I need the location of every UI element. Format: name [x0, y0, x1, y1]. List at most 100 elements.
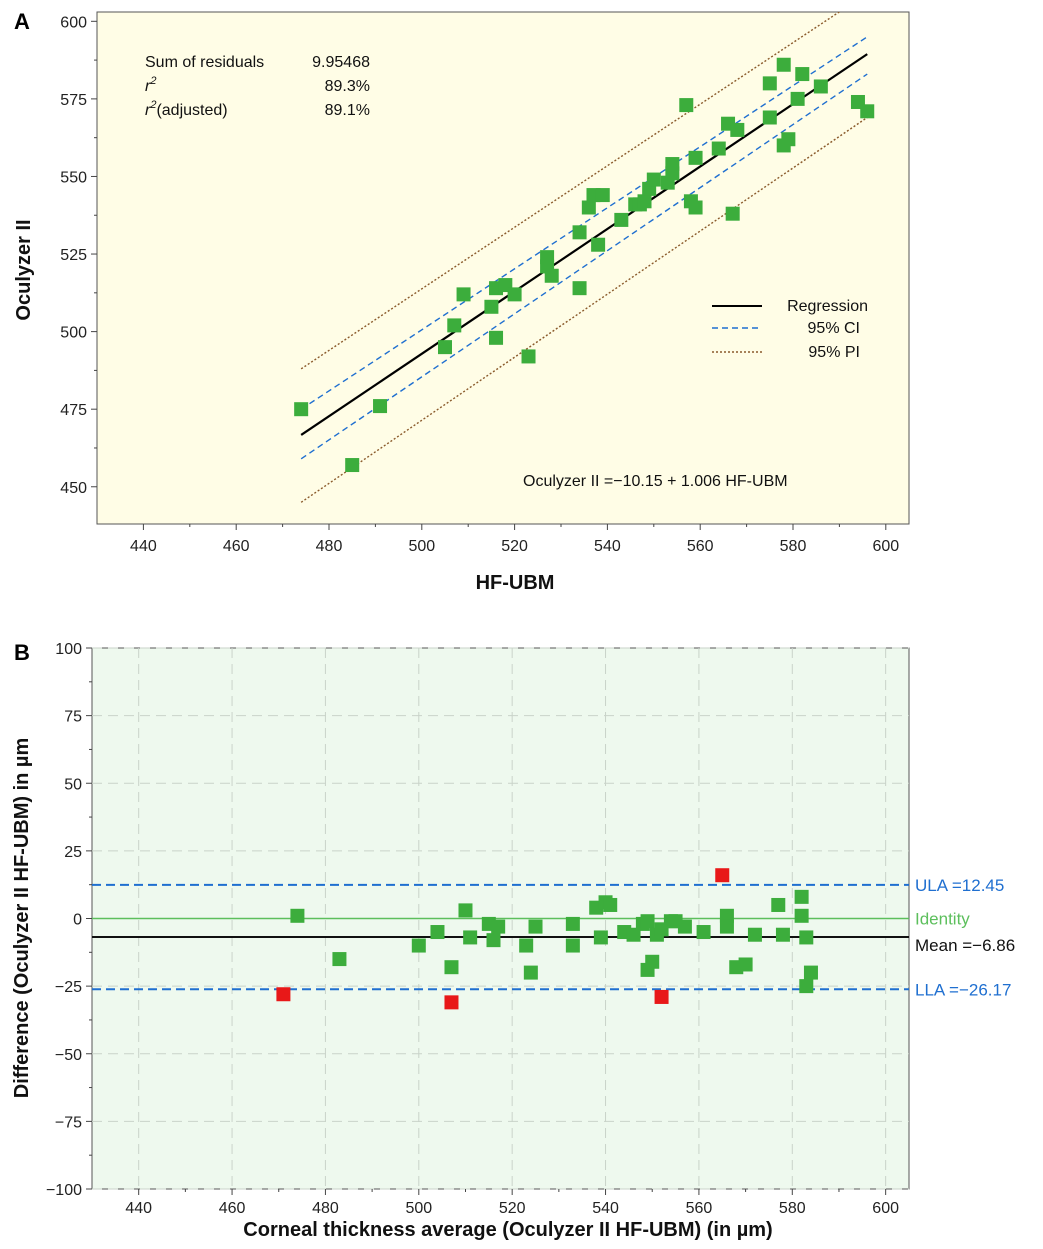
regression-stats: Sum of residuals 9.95468 r2 89.3% r2(adj…	[145, 54, 370, 119]
reference-line-label: ULA =12.45	[915, 876, 1004, 895]
data-point	[688, 150, 703, 165]
data-point	[572, 225, 587, 240]
panel-b-y-tick-label: −25	[55, 979, 82, 996]
data-point	[519, 938, 534, 953]
panel-a-y-tick-label: 500	[60, 325, 87, 342]
data-point	[523, 965, 538, 980]
panel-a-legend: Regression 95% CI 95% PI	[712, 298, 868, 361]
panel-b-x-tick-label: 520	[499, 1200, 526, 1217]
panel-a-x-tick-label: 600	[872, 538, 899, 555]
data-point	[463, 930, 478, 945]
data-point	[795, 67, 810, 82]
data-point	[489, 330, 504, 345]
stat-value-sum-residuals: 9.95468	[312, 54, 370, 71]
stat-value-r2-adjusted: 89.1%	[325, 102, 370, 119]
legend-label-ci: 95% CI	[808, 320, 860, 337]
ci-lower-line	[300, 73, 868, 460]
outlier-point	[444, 995, 459, 1010]
data-point	[456, 287, 471, 302]
panel-b-x-tick-label: 560	[686, 1200, 713, 1217]
panel-b: B 440 460 480 500 520 540 560 580 600 −100−75−50…	[11, 640, 1015, 1241]
panel-b-y-tick-label: 50	[64, 776, 82, 793]
stat-label-r2-adjusted: r2(adjusted)	[145, 99, 228, 119]
panel-b-y-axis-label: Difference (Oculyzer II HF-UBM) in µm	[11, 738, 33, 1098]
panel-b-x-tick-label: 440	[125, 1200, 152, 1217]
data-point	[484, 299, 499, 314]
data-point	[438, 340, 452, 355]
data-point	[491, 919, 506, 934]
data-point	[794, 908, 809, 923]
data-point	[411, 938, 426, 953]
data-point	[730, 122, 745, 137]
data-point	[645, 954, 660, 969]
data-point	[640, 914, 655, 929]
panel-a: A 440 460 480 500 520 540 560 580 600 450 475 500 5…	[13, 9, 910, 594]
data-point	[507, 287, 522, 302]
data-point	[738, 957, 753, 972]
data-point	[719, 919, 734, 934]
data-point	[771, 897, 786, 912]
data-point	[603, 897, 618, 912]
panel-b-y-tick-label: 75	[64, 709, 82, 726]
data-point	[711, 141, 726, 156]
data-point	[565, 916, 580, 931]
data-point	[290, 908, 305, 923]
panel-a-plot-area	[96, 11, 910, 525]
data-point	[646, 172, 661, 187]
panel-b-x-tick-label: 480	[312, 1200, 339, 1217]
data-point	[345, 458, 360, 473]
data-point	[595, 188, 610, 203]
data-point	[803, 965, 818, 980]
data-point	[614, 212, 629, 227]
panel-b-y-tick-label: −75	[55, 1114, 82, 1131]
data-point	[544, 268, 559, 283]
panel-a-x-tick-label: 560	[687, 538, 714, 555]
panel-a-y-tick-label: 575	[60, 92, 87, 109]
panel-a-y-tick-label: 600	[60, 14, 87, 31]
panel-a-x-tick-label: 480	[316, 538, 343, 555]
outlier-point	[276, 987, 291, 1002]
pi-upper-line	[300, 12, 841, 370]
reference-line-label: LLA =−26.17	[915, 980, 1011, 999]
panel-a-x-tick-label: 520	[501, 538, 528, 555]
data-point	[430, 925, 445, 940]
data-point	[688, 200, 703, 215]
data-point	[775, 927, 790, 942]
data-point	[679, 98, 694, 113]
data-point	[794, 889, 809, 904]
panel-a-y-axis-label: Oculyzer II	[13, 219, 35, 320]
data-point	[486, 933, 501, 948]
legend-label-pi: 95% PI	[808, 344, 860, 361]
data-point	[581, 200, 596, 215]
data-point	[725, 206, 740, 221]
panel-a-y-tick-label: 475	[60, 402, 87, 419]
data-point	[637, 194, 652, 209]
data-point	[565, 938, 580, 953]
data-point	[373, 399, 388, 414]
data-point	[444, 960, 459, 975]
panel-b-y-tick-label: −100	[46, 1182, 82, 1199]
panel-a-x-tick-label: 540	[594, 538, 621, 555]
reference-line-label: Mean =−6.86	[915, 936, 1015, 955]
panel-a-x-tick-label: 440	[130, 538, 157, 555]
panel-a-letter: A	[14, 9, 30, 34]
stat-label-r2: r2	[145, 75, 156, 95]
panel-b-y-tick-label: 25	[64, 844, 82, 861]
data-point	[521, 349, 536, 364]
regression-equation: Oculyzer II =−10.15 + 1.006 HF-UBM	[523, 473, 788, 490]
panel-b-x-tick-label: 500	[405, 1200, 432, 1217]
panel-b-y-tick-label: −50	[55, 1047, 82, 1064]
data-point	[458, 903, 473, 918]
data-point	[719, 908, 734, 923]
data-point	[747, 927, 762, 942]
panel-a-y-tick-label: 550	[60, 169, 87, 186]
reference-line-label: Identity	[915, 910, 970, 929]
data-point	[626, 927, 641, 942]
data-point	[447, 318, 462, 333]
data-point	[665, 157, 680, 172]
data-point	[332, 952, 347, 967]
panel-a-x-tick-label: 500	[408, 538, 435, 555]
data-point	[591, 237, 606, 252]
data-point	[860, 104, 875, 119]
